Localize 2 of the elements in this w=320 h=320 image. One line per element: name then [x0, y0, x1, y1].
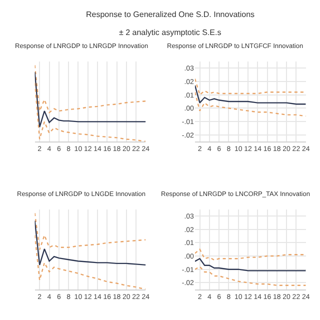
text: ± 2 analytic asymptotic S.E.s: [119, 28, 222, 37]
text: Response to Generalized One S.D. Innovations: [86, 10, 255, 19]
